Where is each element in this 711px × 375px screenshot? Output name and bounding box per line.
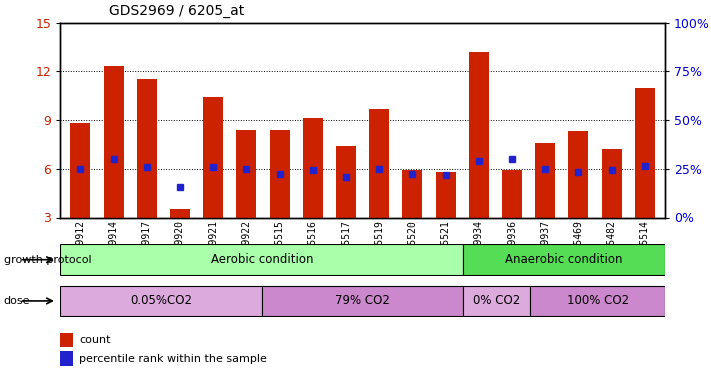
Text: growth protocol: growth protocol — [4, 255, 91, 265]
Bar — [402, 170, 422, 217]
Bar — [635, 87, 655, 218]
Bar — [464, 244, 665, 275]
Bar — [60, 244, 464, 275]
Text: percentile rank within the sample: percentile rank within the sample — [79, 354, 267, 363]
Bar — [535, 143, 555, 218]
Text: Anaerobic condition: Anaerobic condition — [506, 253, 623, 266]
Bar — [60, 333, 73, 347]
Bar — [70, 123, 90, 218]
Bar — [602, 149, 621, 217]
Bar — [60, 286, 262, 316]
Bar — [137, 80, 156, 218]
Text: 79% CO2: 79% CO2 — [335, 294, 390, 307]
Bar — [469, 52, 488, 217]
Bar — [569, 131, 589, 218]
Text: Aerobic condition: Aerobic condition — [210, 253, 313, 266]
Bar — [530, 286, 665, 316]
Bar — [104, 66, 124, 218]
Bar — [464, 286, 530, 316]
Text: dose: dose — [4, 296, 30, 306]
Bar — [369, 109, 389, 217]
Bar — [203, 97, 223, 218]
Text: 0.05%CO2: 0.05%CO2 — [130, 294, 192, 307]
Text: 100% CO2: 100% CO2 — [567, 294, 629, 307]
Bar — [170, 209, 190, 218]
Bar — [336, 146, 356, 218]
Bar — [237, 130, 257, 218]
Bar — [502, 170, 522, 217]
Bar — [436, 172, 456, 217]
Text: GDS2969 / 6205_at: GDS2969 / 6205_at — [109, 4, 244, 18]
Text: count: count — [79, 335, 110, 345]
Bar — [303, 118, 323, 218]
Bar — [60, 351, 73, 366]
Bar — [269, 130, 289, 218]
Text: 0% CO2: 0% CO2 — [474, 294, 520, 307]
Bar — [262, 286, 464, 316]
